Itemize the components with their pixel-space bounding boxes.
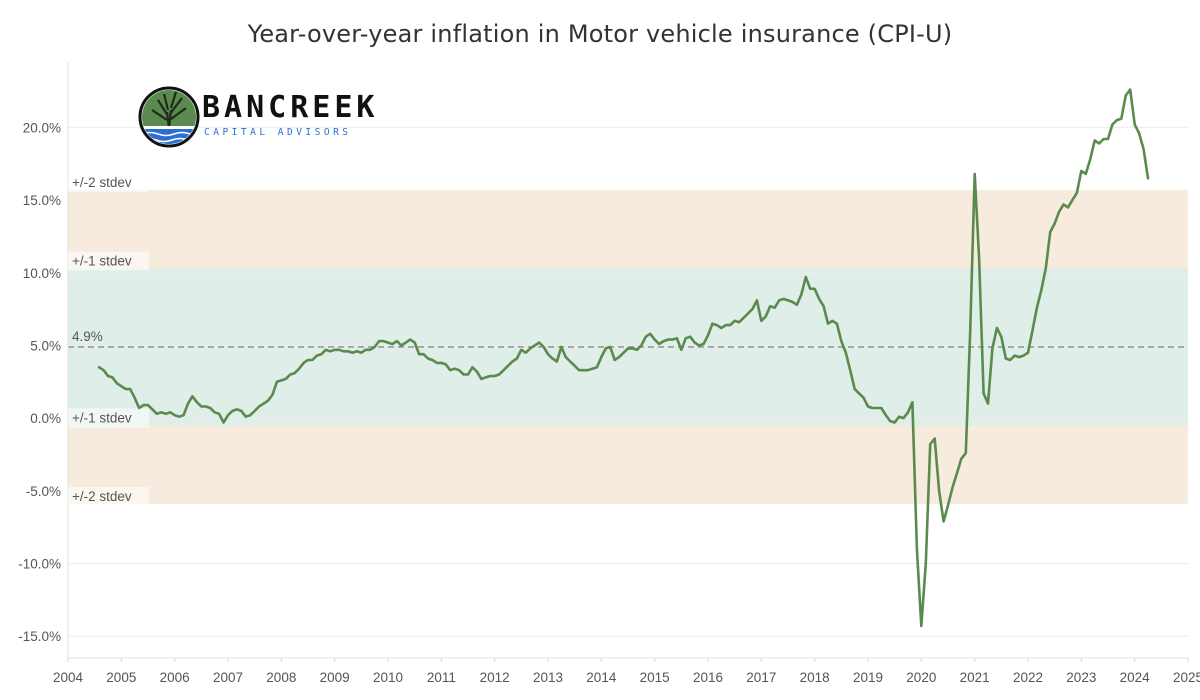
mean-label: 4.9% xyxy=(72,329,103,344)
series-line xyxy=(97,88,1150,628)
series-lines xyxy=(97,88,1150,628)
y-tick-label: -15.0% xyxy=(18,629,61,644)
axes: 20.0% 15.0% 10.0% 5.0% 0.0% -5.0% -10.0% -15.0%… xyxy=(18,62,1200,685)
y-tick-label: -10.0% xyxy=(18,557,61,572)
band-labels: 4.9% +/-2 stdev +/-1 stdev +/-1 stdev +/-2 s… xyxy=(68,172,149,506)
x-tick-label: 2021 xyxy=(960,670,990,685)
x-tick-label: 2008 xyxy=(266,670,296,685)
y-tick-label: -5.0% xyxy=(26,484,61,499)
stdev-2-lower-label-text: +/-2 stdev xyxy=(72,489,132,504)
x-tick-label: 2024 xyxy=(1120,670,1151,685)
stdev-1-lower-label: +/-1 stdev xyxy=(68,408,149,428)
stdev-2-upper-label-bg xyxy=(68,172,149,192)
stdev-2-lower-label-bg xyxy=(68,486,149,506)
tree-logo-icon xyxy=(138,86,200,148)
y-tick-label: 15.0% xyxy=(23,193,61,208)
x-tick-label: 2022 xyxy=(1013,670,1043,685)
y-tick-label: 5.0% xyxy=(30,338,61,353)
stdev-1-lower-label-bg xyxy=(68,408,149,428)
y-tick-label: 10.0% xyxy=(23,266,61,281)
x-tick-label: 2023 xyxy=(1066,670,1096,685)
x-tick-label: 2014 xyxy=(586,670,617,685)
bancreek-logo: BANCREEK CAPITAL ADVISORS xyxy=(138,86,375,150)
x-tick-label: 2010 xyxy=(373,670,403,685)
x-tick-label: 2006 xyxy=(160,670,190,685)
stdev-2-upper-label-text: +/-2 stdev xyxy=(72,175,132,190)
x-tick-label: 2019 xyxy=(853,670,883,685)
x-tick-label: 2005 xyxy=(106,670,136,685)
stdev-1-lower-label-text: +/-1 stdev xyxy=(72,410,132,425)
x-tick-label: 2015 xyxy=(640,670,670,685)
x-tick-label: 2007 xyxy=(213,670,243,685)
logo-wordmark: BANCREEK xyxy=(202,90,379,125)
y-tick-label: 0.0% xyxy=(30,411,61,426)
x-tick-label: 2004 xyxy=(53,670,84,685)
stdev-2-upper-label: +/-2 stdev xyxy=(68,172,149,192)
x-tick-label: 2025 xyxy=(1173,670,1200,685)
y-tick-label: 20.0% xyxy=(23,120,61,135)
logo-tagline: CAPITAL ADVISORS xyxy=(204,127,352,138)
x-tick-label: 2012 xyxy=(480,670,510,685)
stdev-1-upper-label-text: +/-1 stdev xyxy=(72,253,132,268)
x-tick-label: 2013 xyxy=(533,670,563,685)
x-tick-label: 2011 xyxy=(427,670,456,685)
x-tick-label: 2020 xyxy=(906,670,936,685)
x-tick-label: 2017 xyxy=(746,670,776,685)
chart-title: Year-over-year inflation in Motor vehicl… xyxy=(247,20,953,48)
stdev-2-lower-label: +/-2 stdev xyxy=(68,486,149,506)
x-tick-label: 2009 xyxy=(320,670,350,685)
stdev-1-upper-label-bg xyxy=(68,251,149,271)
stdev-1-upper-label: +/-1 stdev xyxy=(68,251,149,271)
x-tick-label: 2016 xyxy=(693,670,723,685)
x-tick-label: 2018 xyxy=(800,670,830,685)
gridlines xyxy=(68,126,1188,637)
